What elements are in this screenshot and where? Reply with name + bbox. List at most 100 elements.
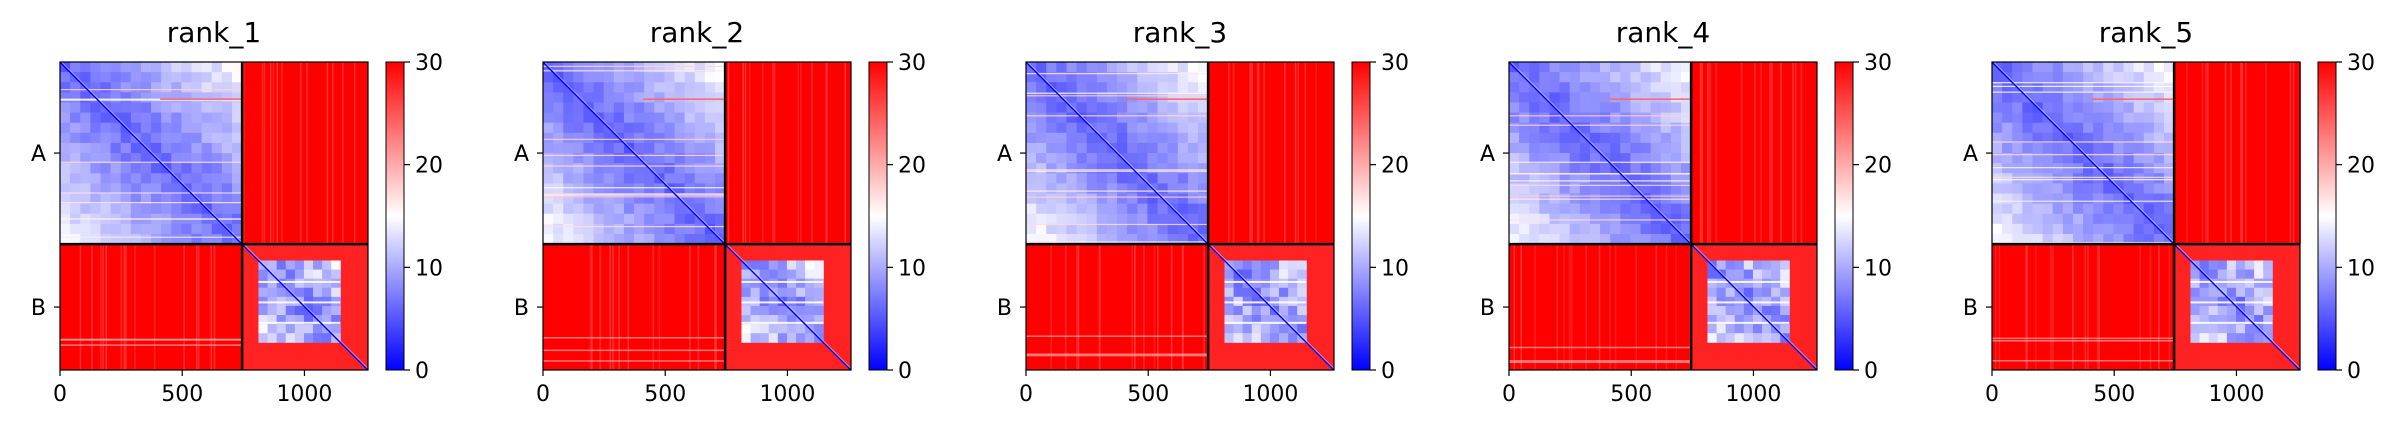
heatmap-cell xyxy=(2012,112,2023,124)
heatmap-cell xyxy=(1297,287,1307,298)
heatmap-stripe xyxy=(773,62,776,245)
heatmap-cell xyxy=(1197,122,1209,134)
heatmap-cell xyxy=(573,163,585,174)
heatmap-cell xyxy=(2254,315,2264,325)
heatmap-cell xyxy=(1056,72,1068,83)
heatmap-cell xyxy=(1086,153,1098,164)
heatmap-cell xyxy=(110,62,122,73)
heatmap-cell xyxy=(322,287,332,298)
heatmap-cell xyxy=(90,62,102,73)
heatmap-cell xyxy=(70,223,81,235)
heatmap-cell xyxy=(2245,269,2255,280)
heatmap-cell xyxy=(1670,112,1682,124)
heatmap-cell xyxy=(2083,112,2094,124)
heatmap-cell xyxy=(2133,163,2145,174)
heatmap-cell xyxy=(1036,142,1047,154)
heatmap-cell xyxy=(634,163,645,174)
heatmap-cell xyxy=(201,193,213,205)
heatmap-cell xyxy=(1559,132,1571,144)
heatmap-cell xyxy=(2052,163,2064,174)
heatmap-stripe xyxy=(2265,62,2267,245)
heatmap-cell xyxy=(1242,315,1253,325)
heatmap-stripe xyxy=(543,337,726,339)
heatmap-cell xyxy=(2062,163,2074,174)
heatmap-cell xyxy=(1127,183,1138,195)
heatmap-stripe xyxy=(1026,170,1209,172)
heatmap-cell xyxy=(60,112,71,124)
heatmap-cell xyxy=(2263,278,2273,289)
heatmap-cell xyxy=(2143,223,2155,235)
heatmap-cell xyxy=(777,315,788,325)
heatmap-cell xyxy=(201,223,213,235)
heatmap-cell xyxy=(2012,183,2023,195)
heatmap-cell xyxy=(2153,233,2165,245)
heatmap-cell xyxy=(1600,82,1611,93)
heatmap-cell xyxy=(1046,203,1057,215)
heatmap-cell xyxy=(684,142,696,154)
heatmap-cell xyxy=(543,183,554,195)
heatmap-cell xyxy=(258,315,269,325)
heatmap-cell xyxy=(644,203,655,215)
heatmap-cell xyxy=(2133,92,2145,104)
heatmap-cell xyxy=(1680,132,1692,144)
heatmap-cell xyxy=(1187,62,1199,73)
heatmap-cell xyxy=(1640,233,1652,245)
heatmap-cell xyxy=(1519,82,1530,93)
heatmap-cell xyxy=(2133,82,2145,93)
heatmap-cell xyxy=(654,233,666,245)
heatmap-cell xyxy=(2254,287,2264,298)
heatmap-cell xyxy=(322,315,332,325)
heatmap-cell xyxy=(2052,112,2064,124)
heatmap-stripe xyxy=(742,62,744,245)
heatmap-cell xyxy=(70,183,81,195)
heatmap-cell xyxy=(130,183,142,195)
heatmap-cell xyxy=(1096,203,1108,215)
heatmap-cell xyxy=(1660,102,1672,114)
heatmap-cell xyxy=(2022,223,2034,235)
heatmap-stripe xyxy=(2168,244,2171,370)
heatmap-cell xyxy=(1559,122,1571,134)
heatmap-stripe xyxy=(1509,219,1692,221)
heatmap-cell xyxy=(1640,122,1652,134)
heatmap-cell xyxy=(1076,193,1088,205)
heatmap-cell xyxy=(2083,213,2094,225)
heatmap-stripe xyxy=(306,62,308,245)
heatmap-cell xyxy=(211,142,223,154)
heatmap-cell xyxy=(276,315,287,325)
heatmap-cell xyxy=(2123,233,2135,245)
heatmap-cell xyxy=(759,287,770,298)
heatmap-cell xyxy=(60,173,71,185)
heatmap-cell xyxy=(1137,112,1149,124)
heatmap-cell xyxy=(1610,153,1621,164)
heatmap-cell xyxy=(2226,315,2237,325)
heatmap-cell xyxy=(191,122,203,134)
heatmap-cell xyxy=(2022,62,2034,73)
heatmap-cell xyxy=(140,82,152,93)
heatmap-cell xyxy=(1630,163,1642,174)
heatmap-cell xyxy=(1177,163,1189,174)
heatmap-cell xyxy=(1660,223,1672,235)
heatmap-cell xyxy=(1086,233,1098,245)
heatmap-cell xyxy=(80,153,91,164)
heatmap-stripe xyxy=(1992,179,2175,181)
heatmap-cell xyxy=(2012,203,2023,215)
heatmap-cell xyxy=(664,153,676,164)
heatmap-cell xyxy=(1519,233,1530,245)
heatmap-cell xyxy=(191,153,203,164)
heatmap-cell xyxy=(563,153,574,164)
heatmap-cell xyxy=(1743,269,1754,280)
heatmap-cell xyxy=(100,142,112,154)
heatmap-cell xyxy=(1660,132,1672,144)
heatmap-cell xyxy=(2235,278,2246,289)
heatmap-cell xyxy=(100,183,112,195)
heatmap-cell xyxy=(644,223,655,235)
heatmap-cell xyxy=(777,305,788,316)
heatmap-cell xyxy=(1127,173,1138,185)
heatmap-cell xyxy=(2123,112,2135,124)
heatmap-cell xyxy=(1086,132,1098,144)
heatmap-stripe xyxy=(2245,62,2247,245)
colorbar-tick-label: 20 xyxy=(898,154,926,179)
heatmap-cell xyxy=(2199,287,2210,298)
heatmap-cell xyxy=(1127,72,1138,83)
heatmap-cell xyxy=(1610,203,1621,215)
